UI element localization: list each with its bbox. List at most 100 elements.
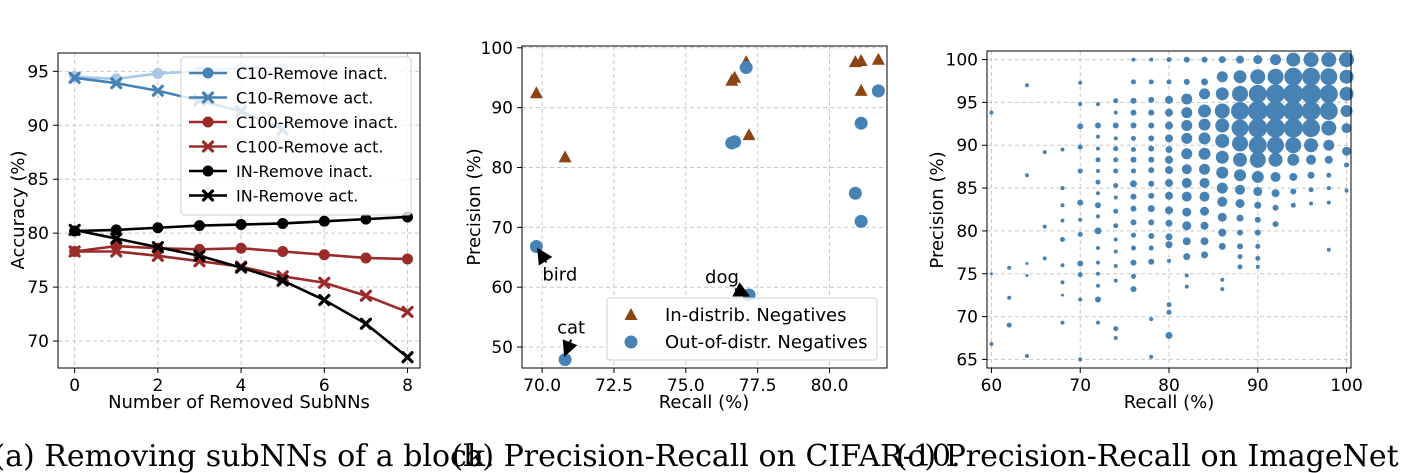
panel-c-point [1182,237,1191,246]
panel-a-legend-label: IN-Remove act. [236,187,358,206]
panel-a: 0 2 4 6 8 70 75 80 85 90 95 Number of Removed SubN… [0,52,495,473]
panel-c-point [1270,171,1281,182]
panel-c-point [1290,188,1297,195]
panel-c-point [1199,191,1210,202]
panel-a-marker-3 [401,305,414,319]
panel-c-point [1166,57,1172,63]
panel-b-ytick-label: 60 [491,278,513,298]
panel-c-point [1267,136,1285,154]
panel-c-point [1326,186,1331,191]
panel-c-point [1113,136,1118,141]
panel-c-point [1215,118,1230,133]
panel-c-point [1129,180,1137,188]
panel-c-ylabel: Precision (%) [927,151,948,268]
panel-c-point [1113,110,1118,115]
panel-a-xtick-label: 0 [69,376,80,396]
panel-a-ytick-label: 95 [27,62,49,82]
panel-c-point [1270,54,1282,66]
panel-c-point [1344,188,1349,193]
panel-b: 70.0 72.5 75.0 77.5 80.0 50 60 70 80 90 100 bird ca… [451,39,960,473]
panel-a-marker-4 [360,213,372,225]
panel-c-point [1181,132,1193,144]
panel-b-xtick-label: 77.5 [739,376,777,396]
panel-c-point [1148,96,1155,103]
panel-c-point [1301,83,1322,104]
panel-c-point [1181,177,1192,188]
panel-c-point [1216,71,1228,83]
panel-c-point [1253,55,1263,65]
panel-c-point [1113,264,1118,269]
panel-b-annotation-dog: dog [705,267,739,288]
panel-c-point [1184,273,1189,278]
panel-c-point [1199,88,1211,100]
panel-c-point [1283,100,1304,121]
panel-c-point [1302,119,1321,138]
panel-c-point [1236,55,1245,64]
panel-c-point [1077,144,1083,150]
panel-c-point [1148,245,1154,251]
panel-c-point [1148,180,1155,187]
panel-c-point [1095,246,1100,251]
panel-c-point [1131,57,1136,62]
panel-c-point [1237,243,1244,250]
panel-c-point [1216,166,1229,179]
panel-a-marker-4 [277,217,289,229]
panel-c-point [1130,168,1136,174]
panel-c-point [1113,336,1118,341]
panel-c-point [1231,119,1249,137]
panel-b-annotation-bird: bird [542,265,577,286]
panel-c-point [1130,273,1136,279]
panel-c-point [1148,192,1155,199]
panel-c-point [1060,218,1065,223]
panel-c-point [1078,102,1083,107]
panel-c-point [1283,118,1303,138]
panel-c-point [1201,56,1208,63]
panel-c-point [1247,100,1268,121]
panel-c-point [1232,85,1249,102]
panel-c-point [1284,67,1303,86]
panel-a-ylabel: Accuracy (%) [8,150,29,269]
panel-c-point [1253,187,1263,197]
panel-c-point [989,342,994,347]
panel-c-point [1078,217,1083,222]
panel-c-point [1214,103,1230,119]
panel-c-point [1095,102,1100,107]
panel-c-point [1130,232,1136,238]
panel-b-frame [521,45,888,369]
panel-c-point [1077,199,1084,206]
panel-c-point [1094,122,1101,129]
panel-a-marker-5 [234,261,248,274]
panel-c-point [1165,146,1173,154]
panel-a-legend-label: C100-Remove act. [236,138,383,157]
panel-c-point [1344,162,1350,168]
panel-c-point [1130,109,1137,116]
panel-b-annotation-arrow [562,339,578,358]
panel-c-point [1307,171,1315,179]
panel-c-point [1265,100,1286,121]
panel-b-xtick-label: 72.5 [595,376,633,396]
panel-c-point [1165,178,1173,187]
panel-c-point [1235,199,1245,209]
panel-c-point [1130,219,1137,226]
panel-b-ytick-label: 80 [491,158,513,178]
panel-c-point [1198,104,1212,118]
panel-c-point [1165,206,1173,215]
panel-c-point [1165,134,1173,143]
panel-b-point-1 [558,353,572,367]
panel-c-point [1233,152,1248,167]
panel-c-point [1060,203,1065,208]
panel-c-point [1218,242,1226,250]
panel-c-point [1237,254,1243,260]
panel-c-ticks: 60 70 80 90 100 65 70 75 80 85 90 95 100 [946,51,1363,396]
panel-a-marker-4 [152,222,164,234]
panel-c-point [1342,146,1352,156]
panel-c-point [1181,120,1193,132]
panel-c-point [1078,80,1083,85]
panel-a-marker-5 [401,351,414,364]
panel-a-marker-2 [360,252,372,264]
panel-c-point [1220,287,1225,292]
panel-a-marker-5 [276,274,289,287]
panel-c-point [1130,245,1136,251]
panel-c-xlabel: Recall (%) [1124,392,1215,413]
